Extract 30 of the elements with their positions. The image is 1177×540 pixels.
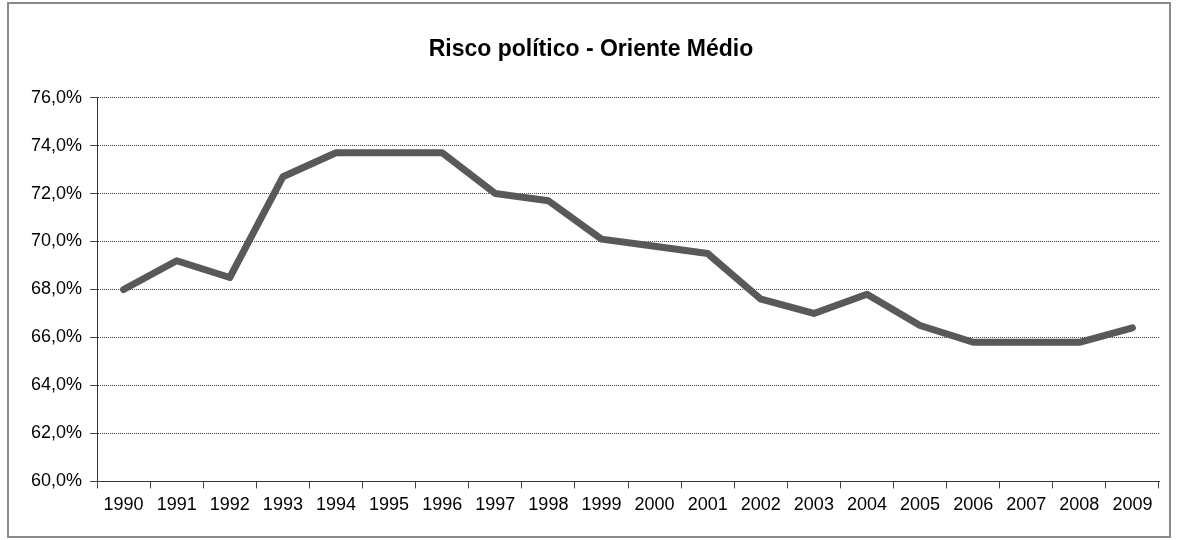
x-tick-label: 1992 (209, 494, 250, 515)
y-tick-label: 68,0% (30, 278, 83, 299)
y-tick-label: 62,0% (30, 422, 83, 443)
x-tick-label: 1990 (103, 494, 144, 515)
y-tick-label: 66,0% (30, 326, 83, 347)
x-tick-label: 2008 (1059, 494, 1100, 515)
x-tick-label: 1991 (156, 494, 197, 515)
x-tick-label: 1994 (315, 494, 356, 515)
x-tick-label: 2009 (1112, 494, 1153, 515)
x-tick-label: 2001 (687, 494, 728, 515)
chart-title: Risco político - Oriente Médio (428, 35, 754, 62)
x-tick-label: 1996 (422, 494, 463, 515)
y-tick-label: 64,0% (30, 374, 83, 395)
x-tick-label: 1995 (369, 494, 410, 515)
x-tick-label: 1993 (262, 494, 303, 515)
y-tick-label: 60,0% (30, 470, 83, 491)
x-tick-label: 2004 (846, 494, 887, 515)
x-tick-label: 1999 (581, 494, 622, 515)
y-tick-label: 76,0% (30, 86, 83, 107)
x-tick-label: 2003 (793, 494, 834, 515)
x-tick-label: 2002 (740, 494, 781, 515)
x-tick-label: 2000 (634, 494, 675, 515)
x-tick-label: 2005 (900, 494, 941, 515)
y-tick-label: 70,0% (30, 230, 83, 251)
y-tick-label: 74,0% (30, 134, 83, 155)
y-tick-label: 72,0% (30, 182, 83, 203)
x-tick-label: 2006 (953, 494, 994, 515)
x-tick-label: 1998 (528, 494, 569, 515)
x-tick-label: 2007 (1006, 494, 1047, 515)
x-tick-label: 1997 (475, 494, 516, 515)
